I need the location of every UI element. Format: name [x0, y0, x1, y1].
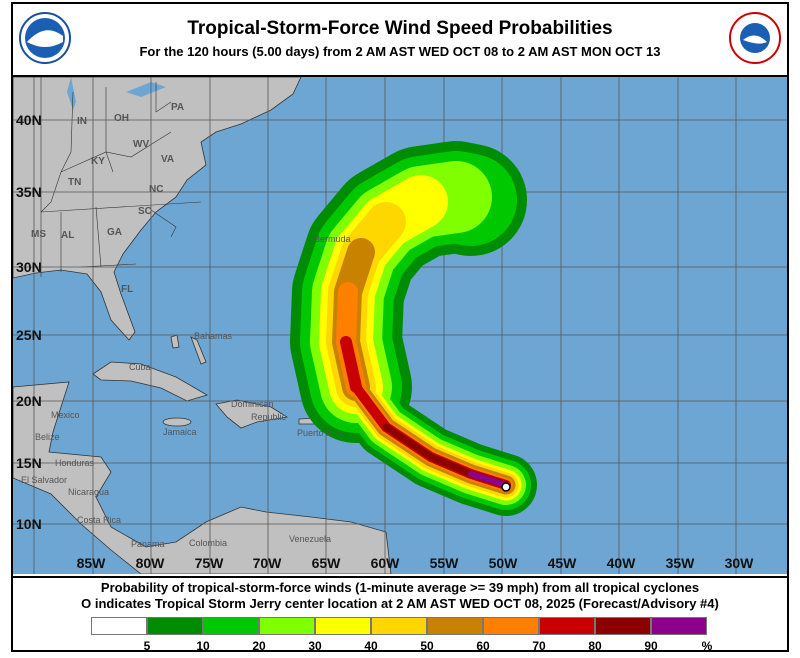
place-label: Dominican [231, 399, 274, 409]
lat-label: 25N [16, 327, 42, 343]
place-label: Cuba [129, 362, 151, 372]
legend-swatch [371, 617, 427, 635]
header: Tropical-Storm-Force Wind Speed Probabil… [13, 4, 787, 77]
state-label: NC [149, 184, 163, 195]
noaa-logo [19, 12, 71, 64]
state-label: AL [61, 230, 74, 241]
state-labels: IN OH PA WV KY VA TN NC SC MS AL GA FL [31, 102, 184, 295]
place-label: Costa Rica [77, 515, 121, 525]
legend-tick: 30 [308, 639, 322, 653]
legend-swatch [259, 617, 315, 635]
lon-label: 55W [430, 555, 460, 571]
legend-tick: 20 [252, 639, 266, 653]
legend-swatch [147, 617, 203, 635]
lat-label: 20N [16, 393, 42, 409]
lon-label: 30W [725, 555, 755, 571]
place-label: El Salvador [21, 475, 67, 485]
probability-swath [290, 141, 537, 516]
latitude-labels: 40N 35N 30N 25N 20N 15N 10N [16, 112, 42, 532]
place-label: Puerto Rico [297, 428, 344, 438]
lon-label: 85W [77, 555, 107, 571]
place-label: Honduras [55, 458, 95, 468]
lat-label: 40N [16, 112, 42, 128]
place-label: Bermuda [314, 234, 351, 244]
legend-tick: % [701, 639, 713, 653]
place-label: Nicaragua [68, 487, 109, 497]
central-south-america [13, 381, 392, 574]
place-label: Mexico [51, 410, 80, 420]
page-title: Tropical-Storm-Force Wind Speed Probabil… [187, 18, 613, 39]
place-labels: Bermuda Bahamas Cuba Mexico Belize Jamai… [21, 234, 351, 549]
probability-map: IN OH PA WV KY VA TN NC SC MS AL GA FL B… [13, 77, 787, 574]
lat-label: 15N [16, 455, 42, 471]
lon-label: 80W [136, 555, 166, 571]
state-label: VA [161, 154, 174, 165]
storm-center-circle [501, 482, 511, 492]
cuba [92, 361, 208, 402]
place-label: Republic [251, 412, 287, 422]
place-label: Jamaica [163, 427, 197, 437]
probability-contour [340, 336, 362, 393]
legend-swatch [203, 617, 259, 635]
state-borders [40, 77, 202, 277]
lon-label: 75W [195, 555, 225, 571]
state-label: KY [91, 156, 105, 167]
legend-tick: 70 [532, 639, 546, 653]
great-lakes [67, 77, 166, 110]
state-label: SC [138, 206, 152, 217]
legend-swatch [483, 617, 539, 635]
state-label: TN [68, 177, 81, 188]
bahamas [170, 334, 207, 365]
place-label: Panama [131, 539, 165, 549]
place-label: Colombia [189, 538, 227, 548]
legend-swatch [595, 617, 651, 635]
lon-label: 50W [489, 555, 519, 571]
footer-storm-note: O indicates Tropical Storm Jerry center … [81, 596, 719, 611]
legend-tick: 40 [364, 639, 378, 653]
state-label: WV [133, 139, 149, 150]
lon-label: 60W [371, 555, 401, 571]
legend-tick: 5 [143, 639, 151, 653]
legend-swatch [427, 617, 483, 635]
state-label: PA [171, 102, 184, 113]
lat-label: 35N [16, 184, 42, 200]
product-frame: Tropical-Storm-Force Wind Speed Probabil… [11, 2, 789, 653]
state-label: GA [107, 227, 122, 238]
land [13, 77, 392, 574]
north-america-landmass [13, 77, 302, 341]
probability-contour [468, 471, 509, 488]
place-label: Bahamas [194, 331, 233, 341]
lon-label: 65W [312, 555, 342, 571]
legend-swatch [539, 617, 595, 635]
legend-tick: 10 [196, 639, 210, 653]
lon-label: 35W [666, 555, 696, 571]
lon-label: 40W [607, 555, 637, 571]
legend-swatch [651, 617, 707, 635]
place-label: Belize [35, 432, 60, 442]
footer-description: Probability of tropical-storm-force wind… [100, 580, 700, 595]
state-label: IN [77, 116, 87, 127]
legend-swatch [315, 617, 371, 635]
nws-logo [729, 12, 781, 64]
legend-tick: 90 [644, 639, 658, 653]
lon-label: 70W [253, 555, 283, 571]
legend-tick: 50 [420, 639, 434, 653]
lat-label: 30N [16, 259, 42, 275]
legend-tick: 60 [476, 639, 490, 653]
state-label: OH [114, 113, 129, 124]
state-label: MS [31, 229, 46, 240]
place-label: Venezuela [289, 534, 331, 544]
page-subtitle: For the 120 hours (5.00 days) from 2 AM … [139, 44, 661, 59]
longitude-labels: 85W 80W 75W 70W 65W 60W 55W 50W 45W 40W … [77, 555, 755, 571]
footer: Probability of tropical-storm-force wind… [13, 576, 787, 653]
state-label: FL [121, 284, 133, 295]
legend-swatch [91, 617, 147, 635]
lat-label: 10N [16, 516, 42, 532]
legend-tick: 80 [588, 639, 602, 653]
lon-label: 45W [548, 555, 578, 571]
jamaica [162, 417, 192, 427]
